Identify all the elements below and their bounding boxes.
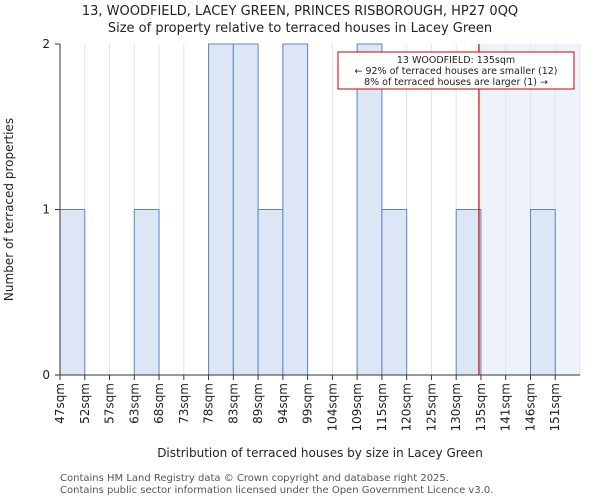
x-tick-label: 125sqm	[424, 383, 438, 431]
bar-78sqm	[208, 43, 234, 376]
bar-115sqm	[381, 209, 408, 376]
x-tick-label: 73sqm	[177, 383, 191, 424]
bar-94sqm	[282, 43, 309, 376]
footer-licence: Contains public sector information licen…	[60, 485, 494, 496]
x-tick-label: 63sqm	[127, 383, 141, 424]
bar-47sqm	[59, 209, 86, 376]
annotation-line-2: ← 92% of terraced houses are smaller (12…	[354, 66, 557, 77]
footer-copyright: Contains HM Land Registry data © Crown c…	[60, 473, 449, 484]
bar-109sqm	[356, 43, 383, 376]
x-tick-label: 135sqm	[474, 383, 488, 431]
y-tick-label: 0	[42, 368, 50, 382]
bar-83sqm	[232, 43, 259, 376]
chart-subtitle: Size of property relative to terraced ho…	[107, 21, 493, 36]
x-tick-label: 104sqm	[325, 383, 339, 431]
x-tick-label: 141sqm	[499, 383, 513, 431]
x-tick-label: 68sqm	[152, 383, 166, 424]
x-tick-label: 83sqm	[226, 383, 240, 424]
x-tick-label: 78sqm	[202, 383, 216, 424]
bar-89sqm	[257, 209, 284, 376]
annotation-line-3: 8% of terraced houses are larger (1) →	[364, 77, 548, 88]
x-tick-label: 52sqm	[78, 383, 92, 424]
histogram-chart: 0 1 2 47sqm 52sqm 57sqm 63sqm 68sqm 73sqm 78sqm 83…	[2, 37, 581, 460]
x-tick-label: 57sqm	[103, 383, 117, 424]
bar-130sqm	[455, 209, 482, 376]
bar-146sqm	[529, 209, 556, 376]
x-tick-label: 115sqm	[375, 383, 389, 431]
y-axis-label: Number of terraced properties	[2, 118, 16, 301]
y-tick-label: 2	[42, 37, 50, 51]
x-tick-label: 99sqm	[301, 383, 315, 424]
chart-title: 13, WOODFIELD, LACEY GREEN, PRINCES RISB…	[81, 4, 519, 19]
x-tick-label: 146sqm	[523, 383, 537, 431]
x-tick-label: 109sqm	[350, 383, 364, 431]
annotation-box	[337, 51, 575, 90]
x-tick-label: 89sqm	[251, 383, 265, 424]
x-tick-label: 130sqm	[449, 383, 463, 431]
bar-63sqm	[133, 209, 160, 376]
x-tick-label: 94sqm	[276, 383, 290, 424]
y-tick-label: 1	[42, 203, 50, 217]
x-tick-label: 151sqm	[548, 383, 562, 431]
annotation-line-1: 13 WOODFIELD: 135sqm	[397, 55, 515, 66]
x-axis-label: Distribution of terraced houses by size …	[157, 446, 483, 460]
x-tick-label: 47sqm	[53, 383, 67, 424]
x-tick-label: 120sqm	[400, 383, 414, 431]
